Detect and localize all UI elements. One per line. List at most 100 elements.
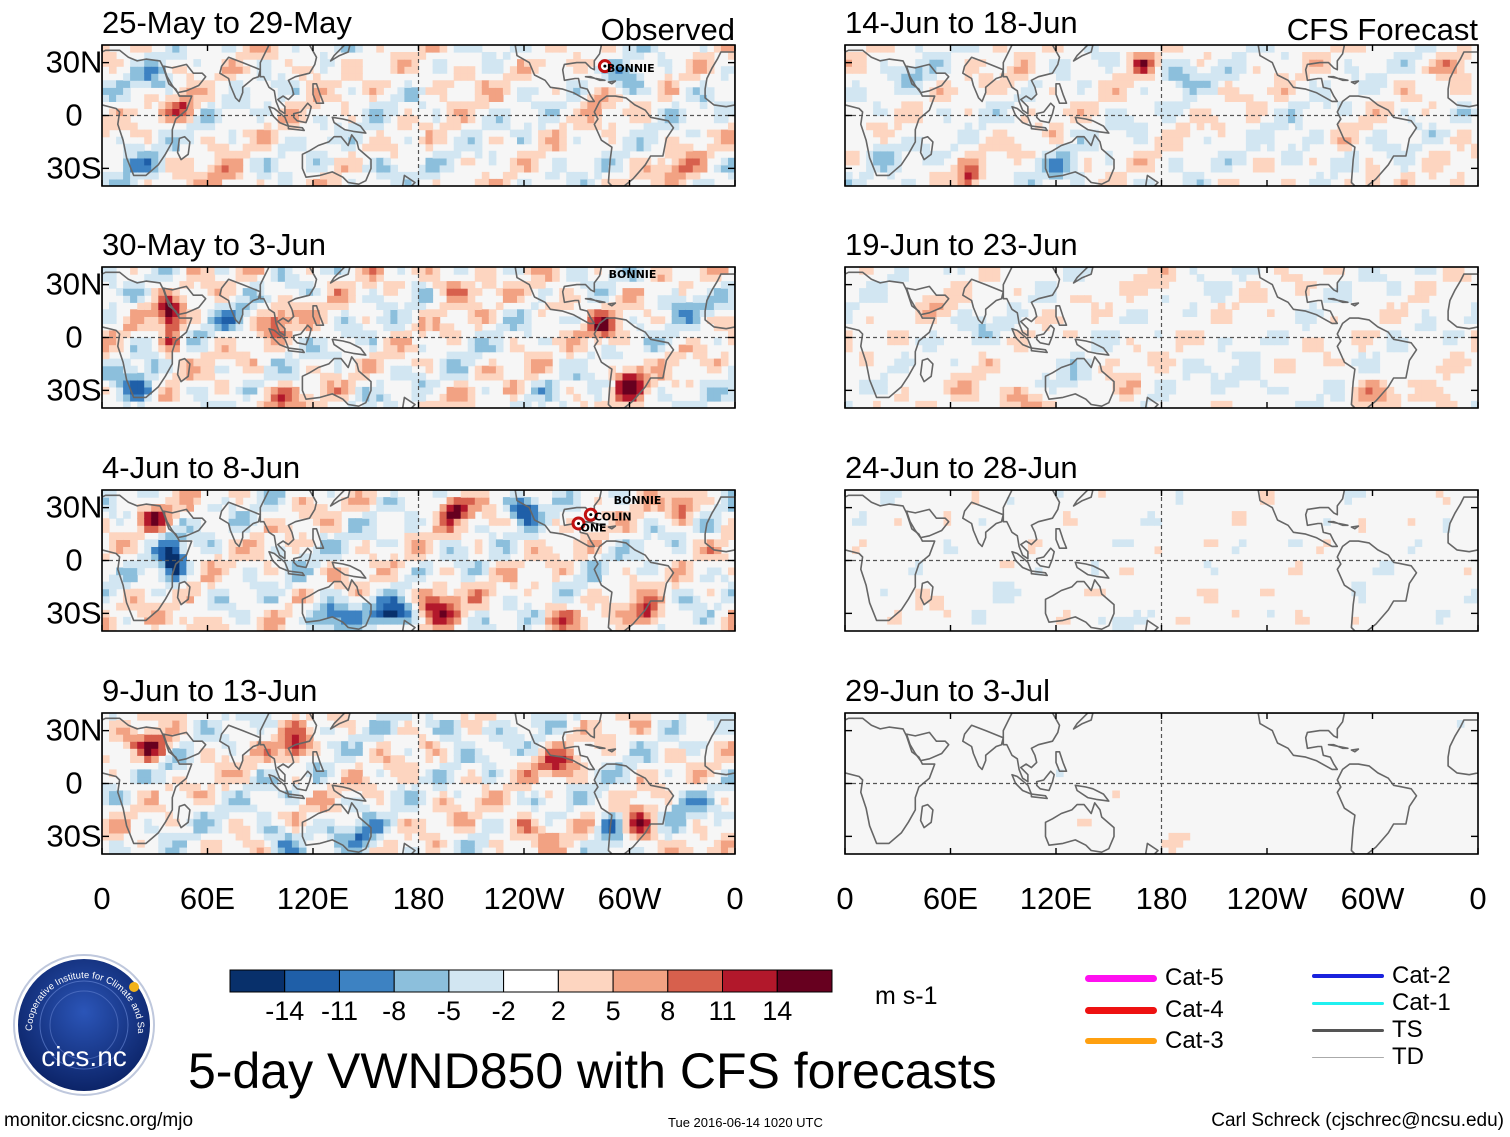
field-cell <box>1063 150 1071 159</box>
field-cell <box>845 157 853 166</box>
field-cell <box>376 748 384 756</box>
field-cell <box>720 720 729 728</box>
field-cell <box>587 386 595 395</box>
field-cell <box>439 727 448 735</box>
field-cell <box>622 379 631 388</box>
field-cell <box>411 609 420 618</box>
field-cell <box>404 797 412 806</box>
field-cell <box>130 365 138 374</box>
field-cell <box>284 80 293 88</box>
field-cell <box>467 748 476 756</box>
field-cell <box>699 344 708 353</box>
field-cell <box>130 288 138 296</box>
field-cell <box>580 358 588 367</box>
field-cell <box>509 400 518 408</box>
field-cell <box>327 525 335 533</box>
field-cell <box>355 832 363 841</box>
field-cell <box>685 129 694 138</box>
field-cell <box>622 295 631 303</box>
field-cell <box>102 581 110 590</box>
field-cell <box>460 595 469 604</box>
field-cell <box>481 602 490 611</box>
field-cell <box>999 80 1008 88</box>
field-cell <box>313 504 321 512</box>
field-cell <box>298 734 307 742</box>
field-cell <box>545 818 553 827</box>
field-cell <box>664 497 673 505</box>
field-cell <box>214 351 223 360</box>
field-cell <box>636 847 645 854</box>
field-cell <box>298 504 307 512</box>
field-cell <box>200 734 209 742</box>
field-cell <box>306 164 314 173</box>
field-cell <box>137 797 145 806</box>
field-cell <box>151 274 159 282</box>
field-cell <box>355 818 363 827</box>
field-cell <box>320 511 328 519</box>
field-cell <box>144 825 152 834</box>
field-cell <box>116 825 124 834</box>
field-cell <box>531 832 539 841</box>
field-cell <box>622 178 631 186</box>
field-cell <box>306 94 314 102</box>
field-cell <box>664 302 673 310</box>
field-cell <box>341 776 349 785</box>
field-cell <box>298 143 307 152</box>
field-cell <box>929 178 937 186</box>
field-cell <box>334 525 342 533</box>
field-cell <box>502 281 511 289</box>
field-cell <box>334 518 342 526</box>
field-cell <box>594 532 602 540</box>
field-cell <box>1140 178 1148 186</box>
field-cell <box>629 762 638 770</box>
field-cell <box>432 178 441 186</box>
field-cell <box>439 281 448 289</box>
field-cell <box>559 847 567 854</box>
field-cell <box>531 101 539 109</box>
field-cell <box>474 302 483 310</box>
field-cell <box>284 400 293 408</box>
field-cell <box>692 129 701 138</box>
field-cell <box>228 769 237 778</box>
field-cell <box>390 344 398 353</box>
field-cell <box>594 400 602 408</box>
field-cell <box>165 274 173 282</box>
field-cell <box>671 511 680 519</box>
field-cell <box>728 295 735 303</box>
field-cell <box>1161 108 1170 117</box>
field-cell <box>334 136 342 145</box>
field-cell <box>657 59 666 67</box>
field-cell <box>411 776 420 785</box>
field-cell <box>538 122 546 131</box>
field-cell <box>580 797 588 806</box>
field-cell <box>165 115 173 124</box>
field-cell <box>509 574 518 583</box>
field-cell <box>692 825 701 834</box>
field-cell <box>517 511 525 519</box>
field-cell <box>320 797 328 806</box>
field-cell <box>158 720 166 728</box>
field-cell <box>207 588 216 597</box>
field-cell <box>397 372 405 381</box>
field-cell <box>383 755 391 763</box>
field-cell <box>531 351 539 360</box>
field-cell <box>706 309 715 317</box>
field-cell <box>369 101 377 109</box>
field-cell <box>242 825 251 834</box>
field-cell <box>643 783 652 792</box>
field-cell <box>446 351 455 360</box>
field-cell <box>172 588 180 597</box>
field-cell <box>320 624 328 631</box>
field-cell <box>664 108 673 117</box>
field-cell <box>580 330 588 339</box>
field-cell <box>172 511 180 519</box>
field-cell <box>137 713 145 721</box>
field-cell <box>685 379 694 388</box>
field-cell <box>383 825 391 834</box>
field-cell <box>221 386 230 395</box>
field-cell <box>650 274 659 282</box>
field-cell <box>524 769 532 778</box>
field-cell <box>123 80 131 88</box>
field-cell <box>678 839 687 848</box>
field-cell <box>376 171 384 180</box>
